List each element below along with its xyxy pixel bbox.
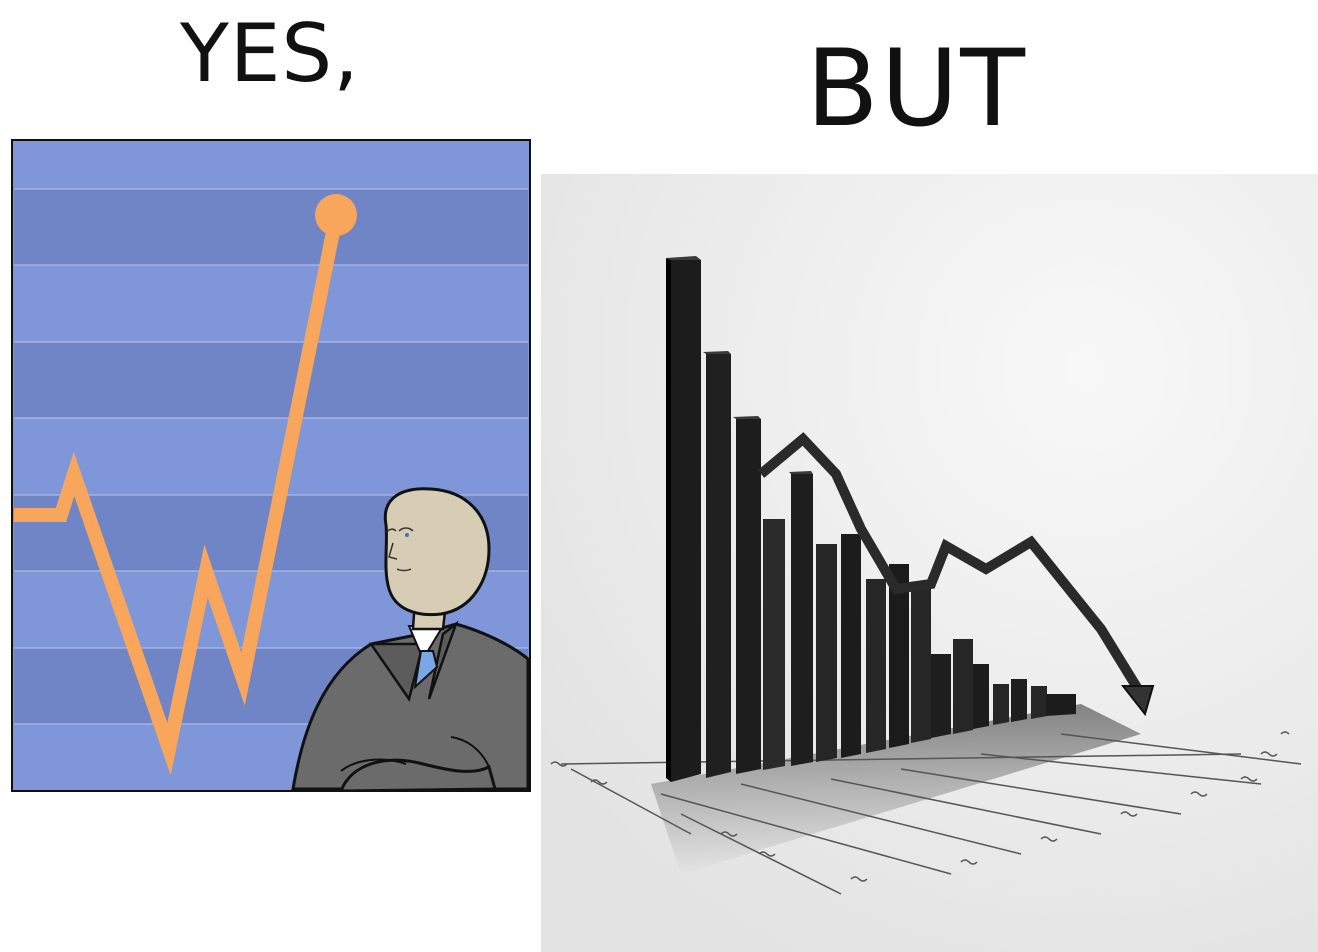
bar [1031,686,1047,719]
bar [733,416,761,774]
bar [666,256,701,782]
right-panel [541,174,1318,952]
bar [993,684,1009,725]
falling-trend-line [757,432,1155,717]
yes-caption: YES, [180,7,360,100]
bar [703,351,731,778]
bar [953,639,973,734]
bar [789,471,813,766]
bar [973,664,989,729]
but-caption: BUT [806,27,1028,150]
floor-axis-lines [560,733,1302,895]
bar [866,579,886,753]
bar [816,544,837,762]
falling-chart-illustration [541,174,1318,952]
panel-background [541,174,1318,952]
rising-line [14,215,343,776]
rising-chart-illustration [11,139,531,792]
bars [666,256,1076,782]
falling-arrow [1120,685,1155,717]
bar [1011,679,1027,722]
bar [1046,694,1076,716]
bar [911,584,931,743]
left-panel [11,139,531,792]
businessman-figure [291,487,530,792]
axis-tick-marks [550,731,1290,882]
peak-marker [315,194,357,236]
bar [931,654,951,738]
bar-shadow [651,704,1141,874]
bar [889,564,909,748]
bar [841,534,861,758]
bar [763,519,785,770]
